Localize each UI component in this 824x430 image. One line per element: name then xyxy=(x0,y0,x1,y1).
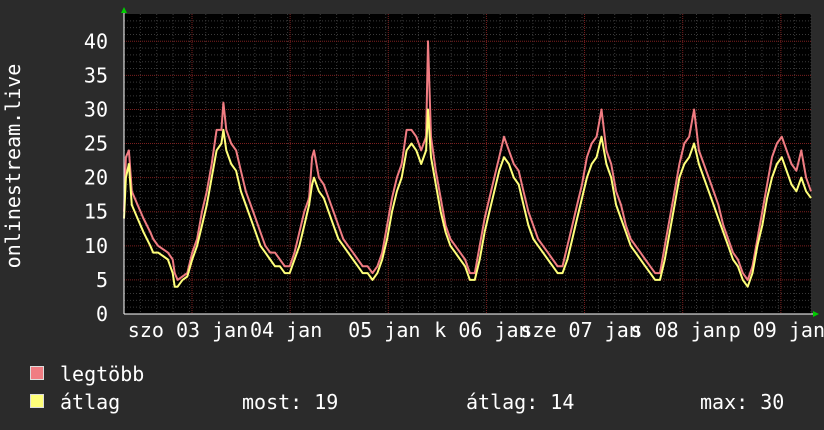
y-tick-label: 20 xyxy=(84,166,108,190)
legend-swatch-avg xyxy=(30,394,44,408)
y-tick-label: 10 xyxy=(84,234,108,258)
x-tick-label: 04 jan xyxy=(250,318,322,342)
legend-row-avg: átlag most: 19 átlag: 14 max: 30 xyxy=(30,390,810,414)
legend-stat-max: max: 30 xyxy=(700,390,785,414)
y-tick-label: 25 xyxy=(84,132,108,156)
chart: 0 5 10 15 20 25 30 35 40 szo 03 jan 04 jan 05 jan k … xyxy=(1,7,824,342)
y-tick-label: 35 xyxy=(84,63,108,87)
x-tick-label: sze 07 jan xyxy=(520,318,640,342)
x-tick-label: szo 03 jan xyxy=(128,318,248,342)
y-tick-label: 30 xyxy=(84,97,108,121)
legend-stat-now: most: 19 xyxy=(242,390,339,414)
legend-label-max: legtöbb xyxy=(60,362,145,386)
legend-stat-average: átlag: 14 xyxy=(466,390,575,414)
series-line-max xyxy=(123,40,812,281)
y-axis-arrow xyxy=(121,7,127,13)
x-tick-label: k 06 jan xyxy=(434,318,530,342)
series-line-avg xyxy=(123,108,812,288)
y-tick-label: 40 xyxy=(84,29,108,53)
x-tick-label: 05 jan xyxy=(348,318,420,342)
legend-row-max: legtöbb xyxy=(30,362,810,386)
legend-label-avg: átlag xyxy=(60,390,121,414)
y-tick-label: 5 xyxy=(96,268,108,292)
legend-swatch-max xyxy=(30,366,44,380)
y-tick-label: 15 xyxy=(84,200,108,224)
x-axis-arrow xyxy=(813,311,819,317)
x-tick-label: s 08 jan xyxy=(631,318,727,342)
y-axis-title: onlinestream.live xyxy=(1,64,25,269)
y-tick-label: 0 xyxy=(96,302,108,326)
x-tick-label: p 09 jan xyxy=(729,318,824,342)
